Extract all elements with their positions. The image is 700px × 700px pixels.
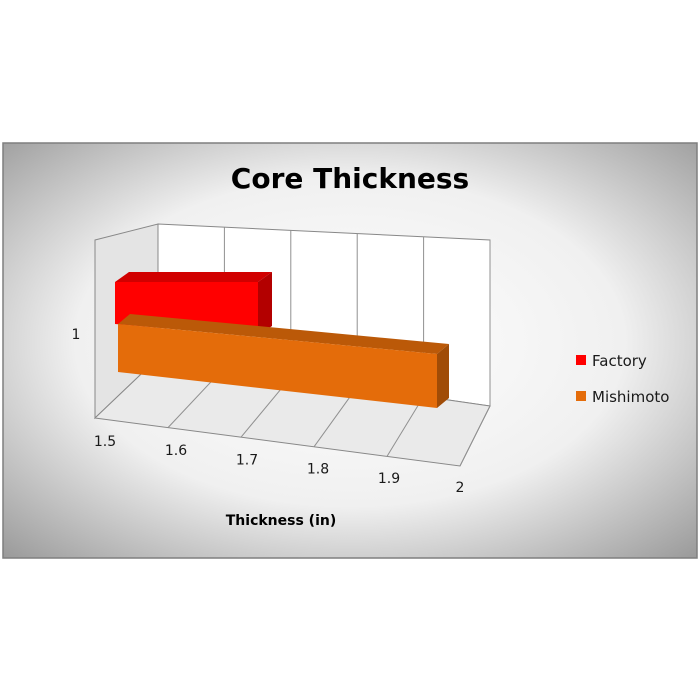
x-axis-title: Thickness (in) — [226, 513, 337, 529]
x-tick-label: 1.5 — [94, 434, 116, 450]
legend-label-factory: Factory — [592, 352, 647, 370]
chart-title: Core Thickness — [231, 162, 469, 195]
bars — [115, 272, 449, 408]
x-tick-label: 2 — [456, 480, 465, 496]
gridline-floor — [459, 405, 491, 467]
x-tick-label: 1.6 — [165, 443, 187, 459]
legend-label-mishimoto: Mishimoto — [592, 388, 669, 406]
x-tick-label: 1.8 — [307, 462, 329, 478]
bar-end-face — [258, 272, 272, 336]
bar-end-face — [437, 344, 449, 408]
legend-swatch-mishimoto — [576, 391, 586, 401]
category-tick-label: 1 — [72, 327, 81, 343]
x-tick-labels: 1.5 1.6 1.7 1.8 1.9 2 — [94, 434, 465, 496]
legend-swatch-factory — [576, 355, 586, 365]
bar-top-face — [115, 272, 272, 282]
legend: Factory Mishimoto — [576, 352, 669, 406]
x-tick-label: 1.9 — [378, 471, 400, 487]
gridline-floor — [386, 396, 425, 457]
x-tick-label: 1.7 — [236, 452, 258, 468]
bar-front-face — [118, 324, 437, 408]
bar-top-face — [118, 314, 449, 354]
bar-mishimoto — [118, 314, 449, 408]
